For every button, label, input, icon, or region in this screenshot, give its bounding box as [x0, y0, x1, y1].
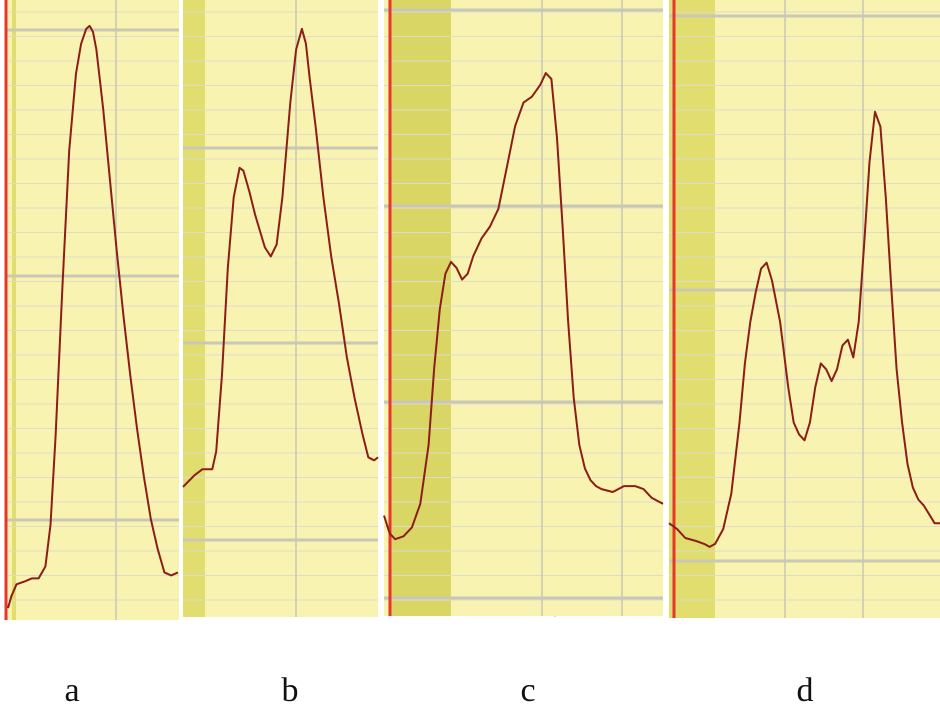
- panel-b: [182, 0, 556, 617]
- panel-label-a: a: [64, 672, 80, 709]
- shaded-band: [183, 0, 205, 617]
- panel-label-b: b: [281, 672, 299, 709]
- shaded-band: [669, 0, 715, 618]
- series-line: [383, 72, 664, 541]
- panel-d: [668, 0, 940, 618]
- shaded-band: [12, 0, 16, 620]
- series-line: [182, 27, 379, 488]
- panel-c: [383, 0, 664, 616]
- series-line: [668, 110, 940, 548]
- shaded-band: [390, 0, 451, 616]
- panel-a: [4, 0, 179, 620]
- panel-label-c: c: [520, 672, 536, 709]
- plot-background: [183, 0, 378, 617]
- panel-label-d: d: [796, 672, 814, 709]
- series-line: [7, 24, 179, 609]
